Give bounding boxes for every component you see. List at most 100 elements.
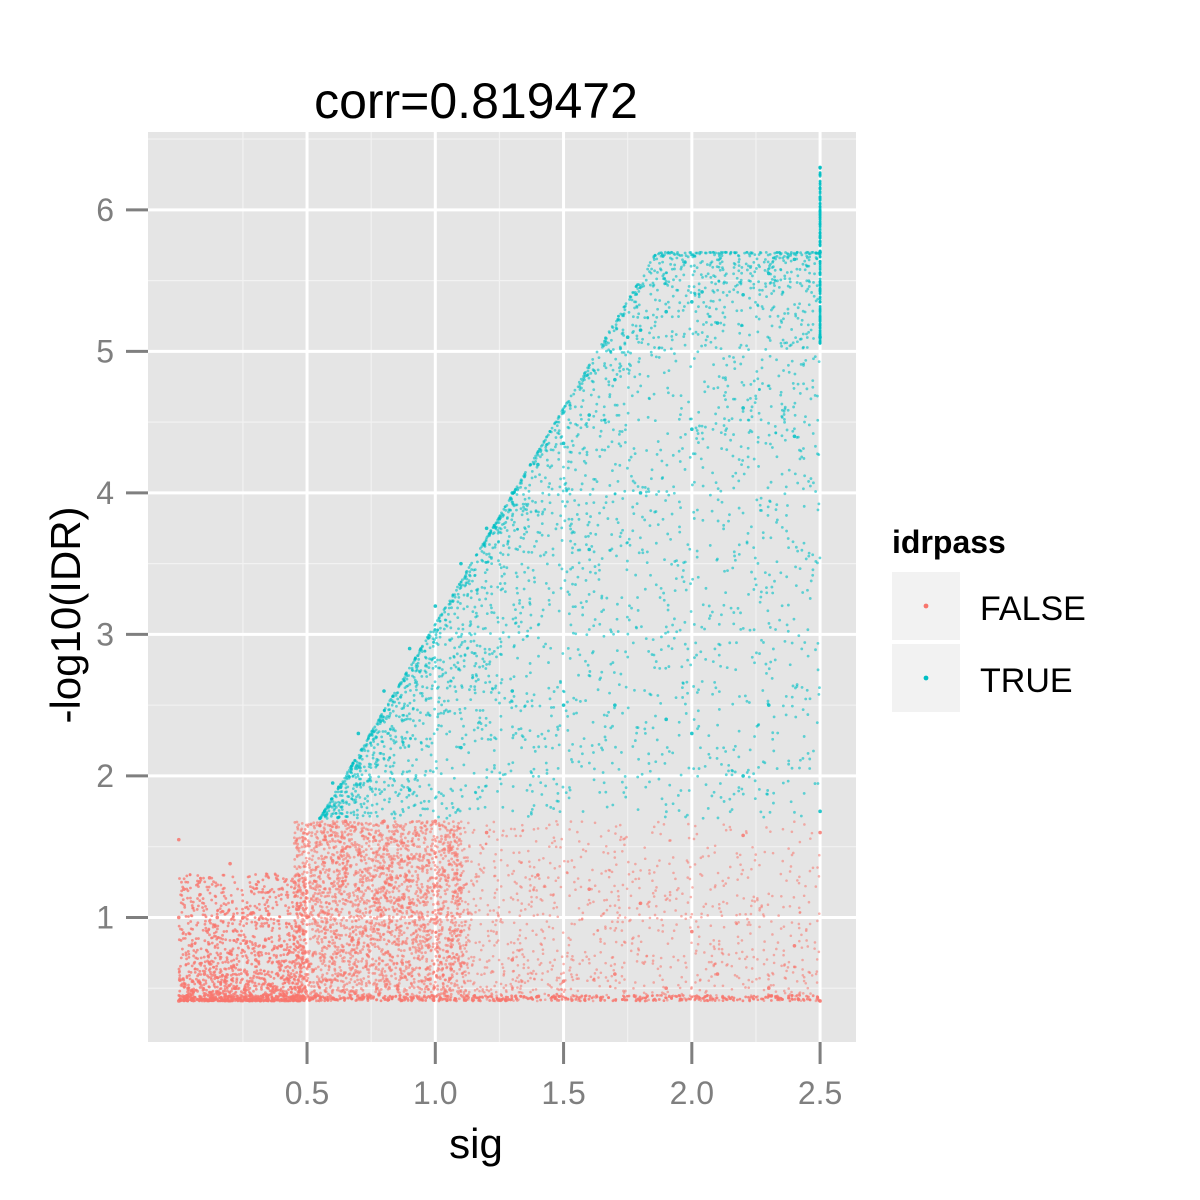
false-cloud-point xyxy=(782,905,785,909)
false-cloud-point xyxy=(235,940,238,944)
false-cloud-point xyxy=(453,901,457,905)
false-cloud-point xyxy=(686,876,690,879)
false-cloud-point xyxy=(356,907,360,911)
false-cloud-point xyxy=(461,954,465,957)
false-cloud-point xyxy=(738,957,741,960)
false-cloud-point xyxy=(219,983,223,987)
false-cloud-point xyxy=(432,886,436,890)
false-cloud-point xyxy=(226,989,229,993)
false-cloud-point xyxy=(201,901,204,905)
false-cloud-point xyxy=(295,931,299,935)
false-cloud-point xyxy=(408,986,412,990)
false-cloud-point xyxy=(632,987,635,990)
false-cloud-point xyxy=(341,980,345,984)
false-cloud-point xyxy=(276,878,280,882)
false-cloud-point xyxy=(387,924,390,928)
false-cloud-point xyxy=(222,902,226,906)
false-cloud-point xyxy=(511,898,515,901)
false-cloud-point xyxy=(417,899,420,903)
false-cloud-point xyxy=(717,939,721,943)
false-cloud-point xyxy=(203,880,207,884)
false-cloud-point xyxy=(336,887,340,891)
false-cloud-point xyxy=(384,908,388,912)
false-cloud-point xyxy=(303,876,307,880)
false-cloud-point xyxy=(603,898,606,902)
false-cloud-point xyxy=(529,976,532,980)
false-cloud-point xyxy=(384,974,388,978)
false-cloud-point xyxy=(225,973,229,976)
false-cloud-point xyxy=(395,962,399,966)
false-cloud-point xyxy=(346,844,350,848)
false-cloud-point xyxy=(253,953,257,957)
false-cloud-point xyxy=(393,935,397,938)
false-cloud-point xyxy=(215,976,219,979)
false-cloud-point xyxy=(340,918,344,922)
false-cloud-point xyxy=(623,941,627,944)
false-cloud-point xyxy=(813,947,816,950)
false-cloud-point xyxy=(297,879,301,883)
false-cloud-point xyxy=(388,986,392,990)
false-cloud-point xyxy=(252,892,256,896)
false-cloud-point xyxy=(192,909,196,912)
false-cloud-point xyxy=(359,925,362,929)
false-cloud-point xyxy=(578,962,581,966)
false-cloud-point xyxy=(224,897,228,900)
false-cloud-point xyxy=(479,897,482,900)
false-cloud-point xyxy=(440,873,443,876)
false-cloud-point xyxy=(282,953,286,957)
false-cloud-point xyxy=(417,943,420,947)
false-cloud-point xyxy=(769,984,773,987)
false-cloud-point xyxy=(261,946,265,949)
false-cloud-point xyxy=(389,878,393,882)
false-cloud-point xyxy=(334,861,338,865)
false-cloud-point xyxy=(198,982,202,986)
false-cloud-point xyxy=(241,939,245,943)
false-cloud-point xyxy=(316,928,320,932)
false-cloud-point xyxy=(374,965,378,969)
false-cloud-point xyxy=(274,896,278,899)
false-cloud-point xyxy=(390,899,393,902)
false-cloud-point xyxy=(201,986,204,990)
false-cloud-point xyxy=(403,836,407,840)
false-cloud-point xyxy=(437,929,441,933)
false-cloud-point xyxy=(485,998,489,1001)
false-cloud-point xyxy=(322,960,326,964)
false-cloud-point xyxy=(472,828,476,832)
false-cloud-point xyxy=(261,924,265,928)
false-cloud-point xyxy=(593,884,597,888)
false-cloud-point xyxy=(432,893,436,897)
false-cloud-point xyxy=(330,833,333,837)
false-cloud-point xyxy=(313,873,316,877)
false-cloud-point xyxy=(379,913,383,917)
false-cloud-point xyxy=(657,929,660,932)
false-cloud-point xyxy=(484,842,488,846)
false-cloud-point xyxy=(291,981,295,985)
false-cloud-point xyxy=(366,943,370,947)
false-cloud-point xyxy=(336,839,340,843)
false-cloud-point xyxy=(376,931,379,935)
false-cloud-point xyxy=(333,892,337,896)
false-cloud-point xyxy=(709,924,713,928)
false-cloud-point xyxy=(203,922,207,926)
false-cloud-point xyxy=(814,972,818,976)
false-cloud-point xyxy=(219,999,223,1002)
false-cloud-point xyxy=(236,999,240,1002)
false-cloud-point xyxy=(790,830,794,834)
false-cloud-point xyxy=(282,939,286,943)
false-cloud-point xyxy=(635,960,639,963)
false-cloud-point xyxy=(455,983,459,987)
false-cloud-point xyxy=(373,942,377,946)
false-cloud-point xyxy=(613,884,616,888)
false-cloud-point xyxy=(457,986,461,990)
false-cloud-point xyxy=(404,988,408,992)
false-cloud-point xyxy=(354,958,358,961)
false-cloud-point xyxy=(219,952,223,955)
false-cloud-point xyxy=(218,987,222,991)
false-cloud-point xyxy=(392,908,395,912)
false-cloud-point xyxy=(177,967,181,971)
false-cloud-point xyxy=(599,971,603,975)
false-cloud-point xyxy=(685,966,688,969)
false-cloud-point xyxy=(304,896,308,899)
false-cloud-point xyxy=(377,848,381,851)
false-cloud-point xyxy=(326,912,330,916)
